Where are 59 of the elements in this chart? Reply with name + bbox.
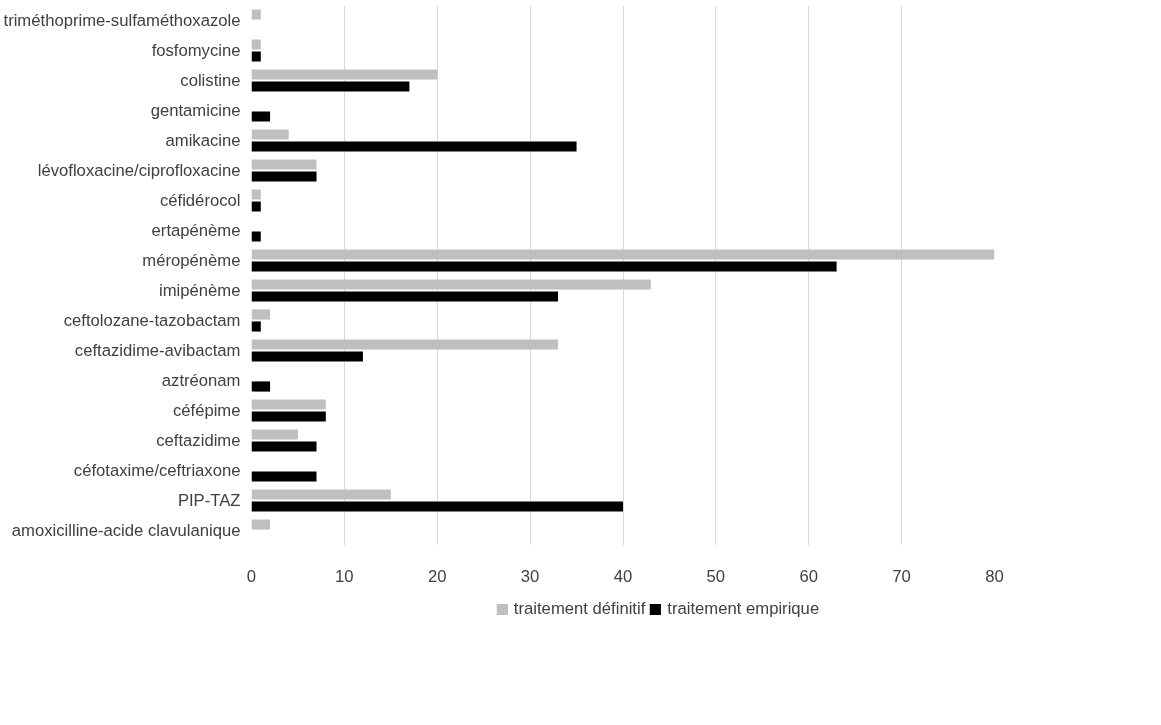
- y-tick-label: amikacine: [165, 131, 241, 150]
- bar: [251, 159, 317, 170]
- x-tick-label: 10: [335, 566, 354, 586]
- bar: [251, 309, 271, 320]
- bar: [251, 381, 271, 392]
- bar: [251, 51, 261, 62]
- bar: [251, 351, 363, 362]
- bar: [251, 201, 261, 212]
- y-tick-label: imipénème: [159, 281, 241, 300]
- y-tick-label: céfidérocol: [159, 191, 241, 210]
- bar: [251, 189, 261, 200]
- y-tick-label: amoxicilline-acide clavulanique: [11, 521, 241, 540]
- x-tick-label: 30: [520, 566, 540, 586]
- x-tick-label: 60: [799, 566, 819, 586]
- y-tick-label: ertapénème: [151, 221, 241, 240]
- y-tick-label: céfotaxime/ceftriaxone: [73, 461, 241, 480]
- bar: [251, 441, 317, 452]
- bar: [251, 429, 298, 440]
- bar: [251, 129, 289, 140]
- bar: [251, 81, 410, 92]
- x-tick-label: 80: [985, 566, 1004, 586]
- x-tick-label: 50: [706, 566, 726, 586]
- bar: [251, 231, 261, 242]
- x-tick-label: 70: [892, 566, 911, 586]
- y-tick-label: gentamicine: [150, 101, 241, 120]
- y-tick-label: ceftolozane-tazobactam: [63, 311, 241, 330]
- bar: [251, 261, 837, 272]
- bar: [251, 9, 261, 20]
- y-tick-label: ceftazidime-avibactam: [74, 341, 241, 360]
- y-tick-label: lévofloxacine/ciprofloxacine: [37, 161, 241, 180]
- y-tick-label: PIP-TAZ: [177, 491, 241, 510]
- bar: [251, 141, 577, 152]
- bar: [251, 339, 558, 350]
- y-tick-label: ceftazidime: [156, 431, 241, 450]
- bar: [251, 249, 995, 260]
- y-tick-label: fosfomycine: [151, 41, 241, 60]
- bar: [251, 471, 317, 482]
- bar: [251, 519, 271, 530]
- x-tick-label: 40: [613, 566, 633, 586]
- bar: [251, 39, 261, 50]
- y-tick-label: aztréonam: [161, 371, 241, 390]
- x-tick-label: 0: [246, 566, 257, 586]
- legend-label: traitement empirique: [667, 599, 820, 619]
- x-tick-label: 20: [427, 566, 447, 586]
- bar: [251, 69, 438, 80]
- bar: [251, 171, 317, 182]
- bar: [251, 321, 261, 332]
- y-tick-label: méropénème: [142, 251, 241, 270]
- bar: [251, 411, 326, 422]
- y-tick-label: triméthoprime-sulfaméthoxazole: [3, 11, 241, 30]
- y-tick-label: colistine: [180, 71, 241, 90]
- bar: [251, 489, 391, 500]
- bar: [251, 399, 326, 410]
- legend-label: traitement définitif: [513, 599, 646, 619]
- bar: [251, 501, 623, 512]
- bar: [251, 111, 271, 122]
- y-tick-label: céfépime: [172, 401, 241, 420]
- bar: [251, 291, 558, 302]
- bar: [251, 279, 651, 290]
